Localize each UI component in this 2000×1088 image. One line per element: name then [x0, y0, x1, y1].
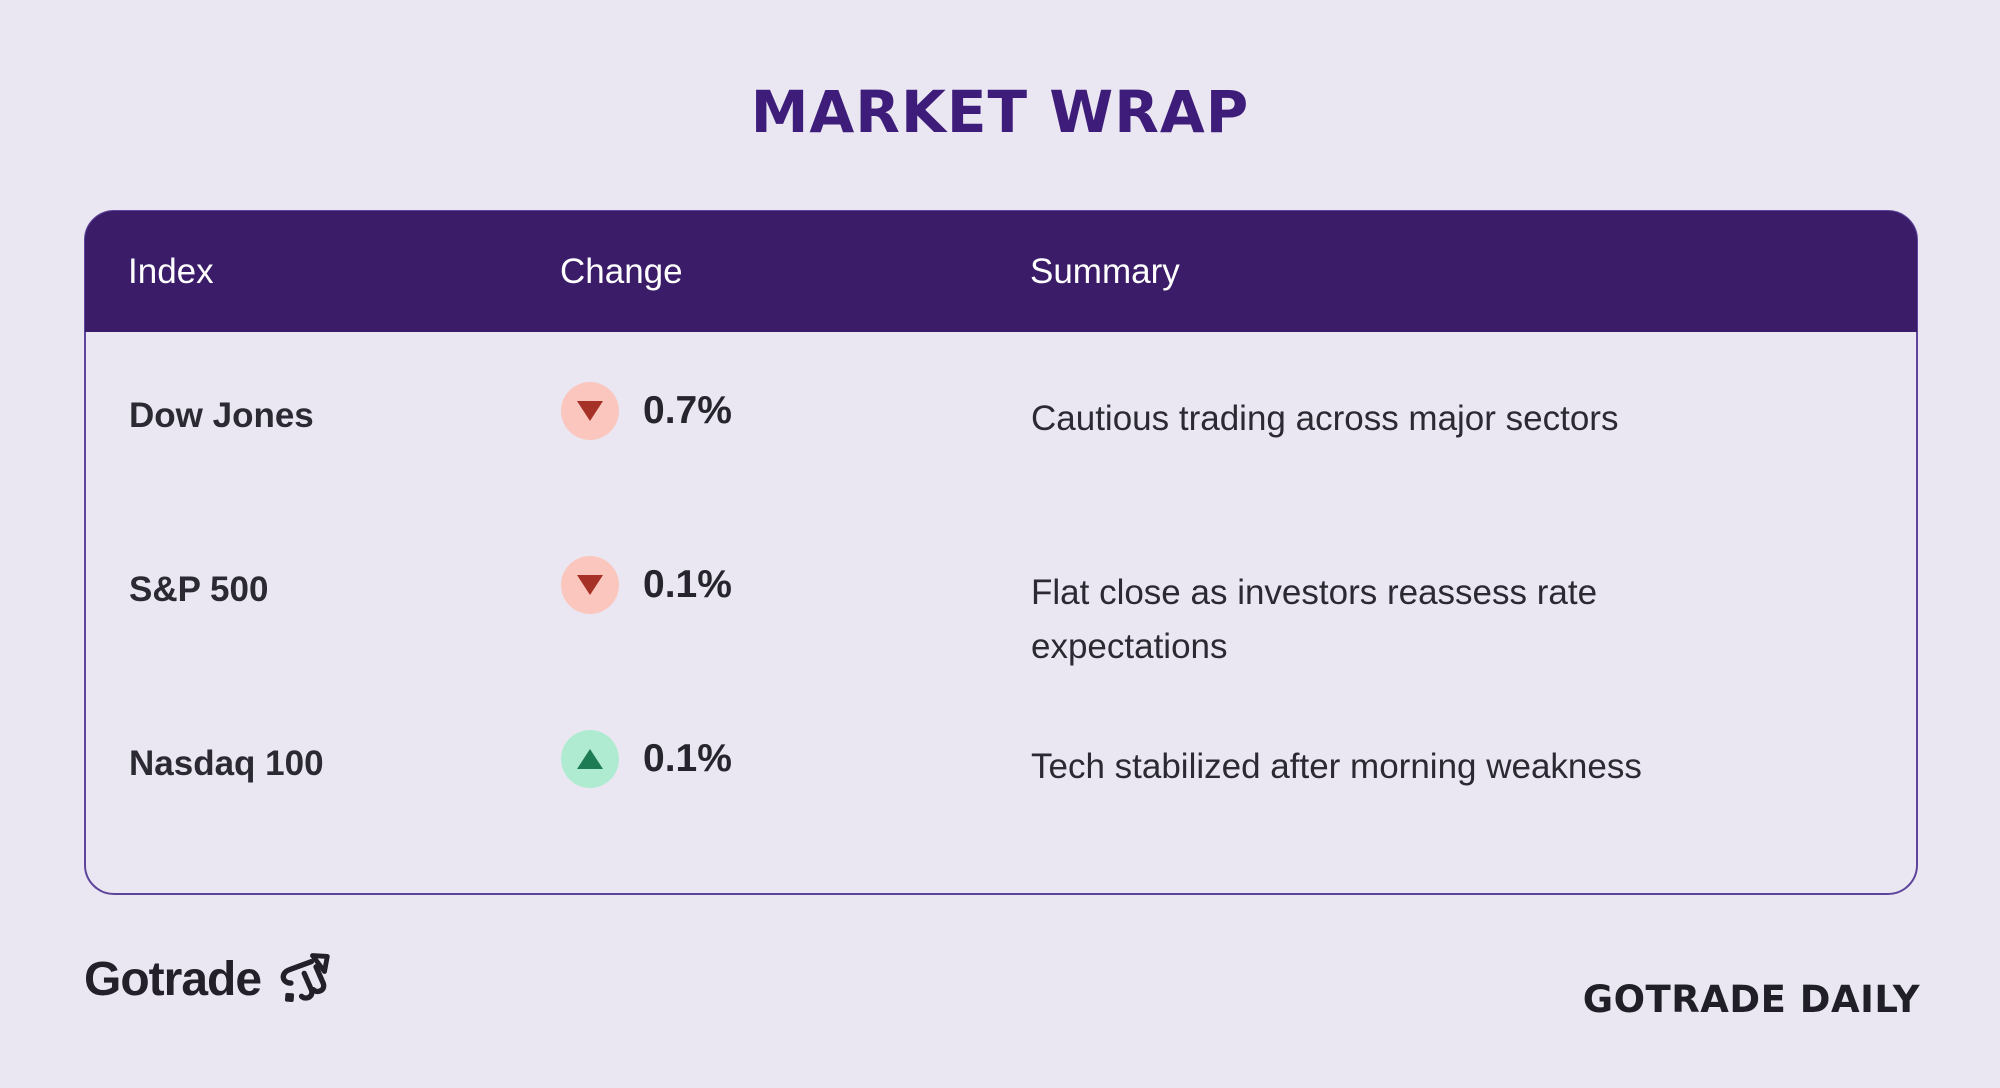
summary-text: Flat close as investors reassess rate ex… [1031, 573, 1598, 666]
column-header-summary: Summary [1030, 251, 1180, 291]
triangle-up-icon [561, 730, 619, 788]
triangle-down-icon [561, 556, 619, 614]
change-cell: 0.1% [561, 556, 1031, 614]
market-table: Index Change Summary Dow Jones 0.7% Caut… [84, 210, 1918, 895]
publication-name: GOTRADE DAILY [1582, 978, 1920, 1021]
summary-text: Tech stabilized after morning weakness [1031, 747, 1642, 786]
summary-text: Cautious trading across major sectors [1031, 399, 1619, 438]
gotrade-arrow-icon [280, 953, 330, 1002]
brand-logo: Gotrade [84, 948, 337, 1010]
table-row: S&P 500 0.1% Flat close as investors rea… [86, 506, 1916, 680]
change-value: 0.7% [643, 389, 732, 432]
table-header-row: Index Change Summary [85, 211, 1917, 332]
change-cell: 0.7% [561, 382, 1031, 440]
index-name: Nasdaq 100 [129, 744, 324, 783]
page-title: MARKET WRAP [750, 78, 1250, 146]
column-header-change: Change [560, 251, 683, 291]
change-value: 0.1% [643, 563, 732, 606]
brand-wordmark: Gotrade [84, 952, 262, 1006]
triangle-down-icon [561, 382, 619, 440]
change-cell: 0.1% [561, 730, 1031, 788]
table-body: Dow Jones 0.7% Cautious trading across m… [86, 332, 1916, 893]
column-header-index: Index [128, 251, 214, 291]
table-row: Nasdaq 100 0.1% Tech stabilized after mo… [86, 680, 1916, 854]
change-value: 0.1% [643, 737, 732, 780]
index-name: S&P 500 [129, 570, 269, 609]
index-name: Dow Jones [129, 396, 314, 435]
table-row: Dow Jones 0.7% Cautious trading across m… [86, 332, 1916, 506]
